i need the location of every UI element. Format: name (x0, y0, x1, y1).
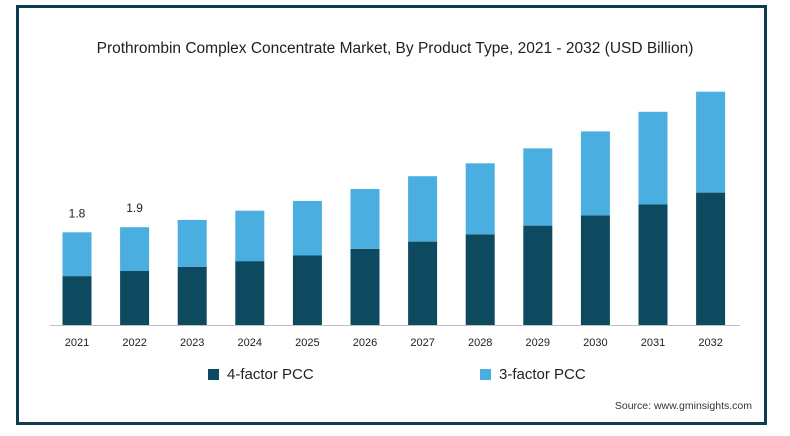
x-tick-label-2021: 2021 (65, 337, 89, 349)
bar-3-factor-2021 (62, 232, 92, 277)
x-tick-label-2029: 2029 (526, 337, 550, 349)
legend-label-3-factor: 3-factor PCC (499, 366, 586, 383)
bar-3-factor-2024 (235, 210, 265, 262)
bar-3-factor-2028 (465, 163, 495, 235)
bar-3-factor-2025 (292, 200, 322, 256)
bar-3-factor-2027 (408, 176, 438, 242)
x-tick-label-2031: 2031 (641, 337, 665, 349)
bar-4-factor-2025 (292, 255, 322, 325)
bar-4-factor-2026 (350, 248, 380, 325)
bar-4-factor-2030 (580, 215, 610, 325)
x-tick-label-2032: 2032 (698, 337, 722, 349)
bar-4-factor-2022 (120, 270, 150, 325)
legend-swatch-4-factor (208, 369, 219, 380)
x-tick-label-2030: 2030 (583, 337, 607, 349)
bar-4-factor-2029 (523, 225, 553, 325)
bar-4-factor-2027 (408, 241, 438, 325)
bar-3-factor-2030 (580, 131, 610, 216)
bar-4-factor-2031 (638, 204, 668, 325)
x-tick-label-2023: 2023 (180, 337, 204, 349)
bar-3-factor-2026 (350, 189, 380, 249)
x-tick-label-2026: 2026 (353, 337, 377, 349)
bar-4-factor-2024 (235, 261, 265, 325)
bar-3-factor-2031 (638, 111, 668, 205)
x-tick-label-2024: 2024 (238, 337, 262, 349)
legend-item-4-factor: 4-factor PCC (208, 366, 314, 383)
x-tick-label-2027: 2027 (410, 337, 434, 349)
bar-4-factor-2021 (62, 276, 92, 325)
source-note: Source: www.gminsights.com (614, 400, 752, 412)
legend-swatch-3-factor (480, 369, 491, 380)
bar-4-factor-2032 (696, 192, 726, 325)
x-tick-label-2025: 2025 (295, 337, 319, 349)
bar-4-factor-2028 (465, 234, 495, 325)
legend-label-4-factor: 4-factor PCC (227, 366, 314, 383)
data-label-2022: 1.9 (126, 201, 143, 215)
x-tick-label-2028: 2028 (468, 337, 492, 349)
legend-item-3-factor: 3-factor PCC (480, 366, 586, 383)
bar-3-factor-2023 (177, 219, 207, 267)
bar-4-factor-2023 (177, 266, 207, 325)
data-label-2021: 1.8 (69, 206, 86, 220)
bar-3-factor-2022 (120, 227, 150, 271)
x-tick-label-2022: 2022 (122, 337, 146, 349)
bar-3-factor-2032 (696, 91, 726, 193)
bar-3-factor-2029 (523, 148, 553, 226)
chart-title: Prothrombin Complex Concentrate Market, … (96, 40, 694, 57)
